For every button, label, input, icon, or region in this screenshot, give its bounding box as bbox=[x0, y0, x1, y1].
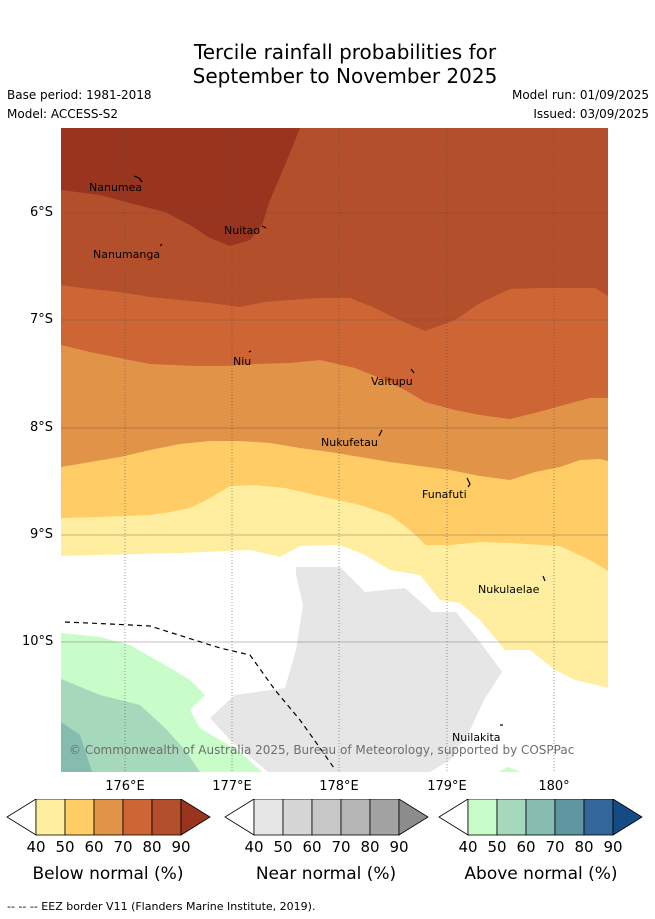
above-normal-40-small bbox=[498, 767, 522, 772]
colorbar-above-swatch bbox=[554, 799, 585, 836]
island-nuitao bbox=[261, 225, 267, 229]
colorbar-near-tick: 80 bbox=[360, 838, 380, 856]
colorbar-above-swatch bbox=[496, 799, 527, 836]
colorbar-above-tick: 90 bbox=[603, 838, 623, 856]
colorbar-near-tick: 70 bbox=[331, 838, 351, 856]
lat-grid-lines bbox=[61, 212, 608, 643]
lat-label-6S: 6°S bbox=[30, 205, 54, 220]
colorbar-below-swatch bbox=[151, 799, 182, 836]
lat-label-9S: 9°S bbox=[30, 527, 54, 542]
island-marks bbox=[133, 175, 546, 726]
lon-label-177E: 177°E bbox=[212, 779, 252, 794]
island-nanumanga bbox=[159, 243, 163, 247]
colorbar-below-tick: 90 bbox=[171, 838, 191, 856]
colorbar-below-tick: 80 bbox=[142, 838, 162, 856]
colorbar-below-tick: 50 bbox=[55, 838, 75, 856]
lat-label-8S: 8°S bbox=[30, 420, 54, 435]
above-normal-50-region bbox=[61, 679, 200, 772]
above-normal-60-region bbox=[61, 722, 92, 772]
colorbar-below-swatch bbox=[122, 799, 153, 836]
colorbar-above-tick: 70 bbox=[545, 838, 565, 856]
colorbar-near-tick: 50 bbox=[273, 838, 293, 856]
colorbar-near-swatch bbox=[369, 799, 400, 836]
colorbar-below-swatch bbox=[64, 799, 95, 836]
colorbar-below-tick: 40 bbox=[26, 838, 46, 856]
colorbar-below-high-extend bbox=[180, 799, 211, 836]
colorbar-label-below: Below normal (%) bbox=[32, 864, 184, 884]
colorbar-near-swatch bbox=[253, 799, 284, 836]
island-nanumea bbox=[133, 175, 143, 183]
grid-lines bbox=[124, 128, 555, 772]
colorbar-below-tick: 60 bbox=[84, 838, 104, 856]
lon-label-180: 180° bbox=[538, 779, 570, 794]
colorbar-above-tick: 60 bbox=[516, 838, 536, 856]
colorbar-near-swatch bbox=[282, 799, 313, 836]
issued-date: Issued: 03/09/2025 bbox=[533, 107, 649, 121]
colorbar-below-tick: 70 bbox=[113, 838, 133, 856]
colorbar-label-near: Near normal (%) bbox=[255, 864, 397, 884]
colorbar-below-swatch bbox=[93, 799, 124, 836]
model-run: Model run: 01/09/2025 bbox=[511, 88, 649, 102]
lat-label-10S: 10°S bbox=[22, 634, 54, 649]
colorbar-above-tick: 40 bbox=[458, 838, 478, 856]
place-nanumea: Nanumea bbox=[89, 181, 143, 194]
colorbar-near-swatch bbox=[340, 799, 371, 836]
colorbar-label-above: Above normal (%) bbox=[464, 864, 618, 884]
place-nukufetau: Nukufetau bbox=[321, 436, 378, 449]
lon-label-176E: 176°E bbox=[105, 779, 145, 794]
place-vaitupu: Vaitupu bbox=[371, 375, 413, 388]
colorbar-above-high-extend bbox=[612, 799, 643, 836]
footer-note: -- -- -- EEZ border V11 (Flanders Marine… bbox=[7, 900, 316, 913]
island-nukufetau bbox=[378, 429, 383, 437]
place-niu: Niu bbox=[233, 355, 252, 368]
island-vaitupu bbox=[410, 368, 415, 374]
colorbar-near-high-extend bbox=[398, 799, 429, 836]
lon-label-179E: 179°E bbox=[427, 779, 467, 794]
colorbar-near-swatch bbox=[311, 799, 342, 836]
colorbar-above-swatch bbox=[583, 799, 614, 836]
below-normal-90-region bbox=[61, 128, 300, 246]
eez-border bbox=[64, 621, 335, 769]
place-nuilakita: Nuilakita bbox=[452, 731, 501, 744]
colorbar-near-low-extend bbox=[224, 799, 255, 836]
copyright-text: © Commonwealth of Australia 2025, Bureau… bbox=[69, 743, 575, 757]
colorbar-above-low-extend bbox=[438, 799, 469, 836]
colorbar-above-swatch bbox=[467, 799, 498, 836]
chart-title: Tercile rainfall probabilities for Septe… bbox=[0, 40, 655, 88]
colorbar-near-tick: 40 bbox=[244, 838, 264, 856]
place-nukulaelae: Nukulaelae bbox=[478, 583, 540, 596]
colorbar-above-tick: 50 bbox=[487, 838, 507, 856]
colorbar-above-swatch bbox=[525, 799, 556, 836]
island-funafuti bbox=[466, 477, 471, 488]
island-niu bbox=[248, 350, 252, 353]
near-normal-region bbox=[210, 567, 502, 772]
base-period: Base period: 1981-2018 bbox=[7, 88, 152, 102]
place-nuitao: Nuitao bbox=[224, 224, 261, 237]
place-nanumanga: Nanumanga bbox=[93, 248, 161, 261]
island-nukulaelae bbox=[542, 575, 546, 582]
model-name: Model: ACCESS-S2 bbox=[7, 107, 119, 121]
colorbars bbox=[6, 799, 643, 836]
colorbar-above-tick: 80 bbox=[574, 838, 594, 856]
colorbar-below-swatch bbox=[35, 799, 66, 836]
colorbar-below-low-extend bbox=[6, 799, 37, 836]
place-funafuti: Funafuti bbox=[422, 488, 467, 501]
lon-label-178E: 178°E bbox=[319, 779, 359, 794]
title-line-2: September to November 2025 bbox=[192, 64, 498, 88]
colorbar-near-tick: 60 bbox=[302, 838, 322, 856]
colorbar-near-tick: 90 bbox=[389, 838, 409, 856]
lat-label-7S: 7°S bbox=[30, 312, 54, 327]
title-line-1: Tercile rainfall probabilities for bbox=[193, 40, 497, 64]
